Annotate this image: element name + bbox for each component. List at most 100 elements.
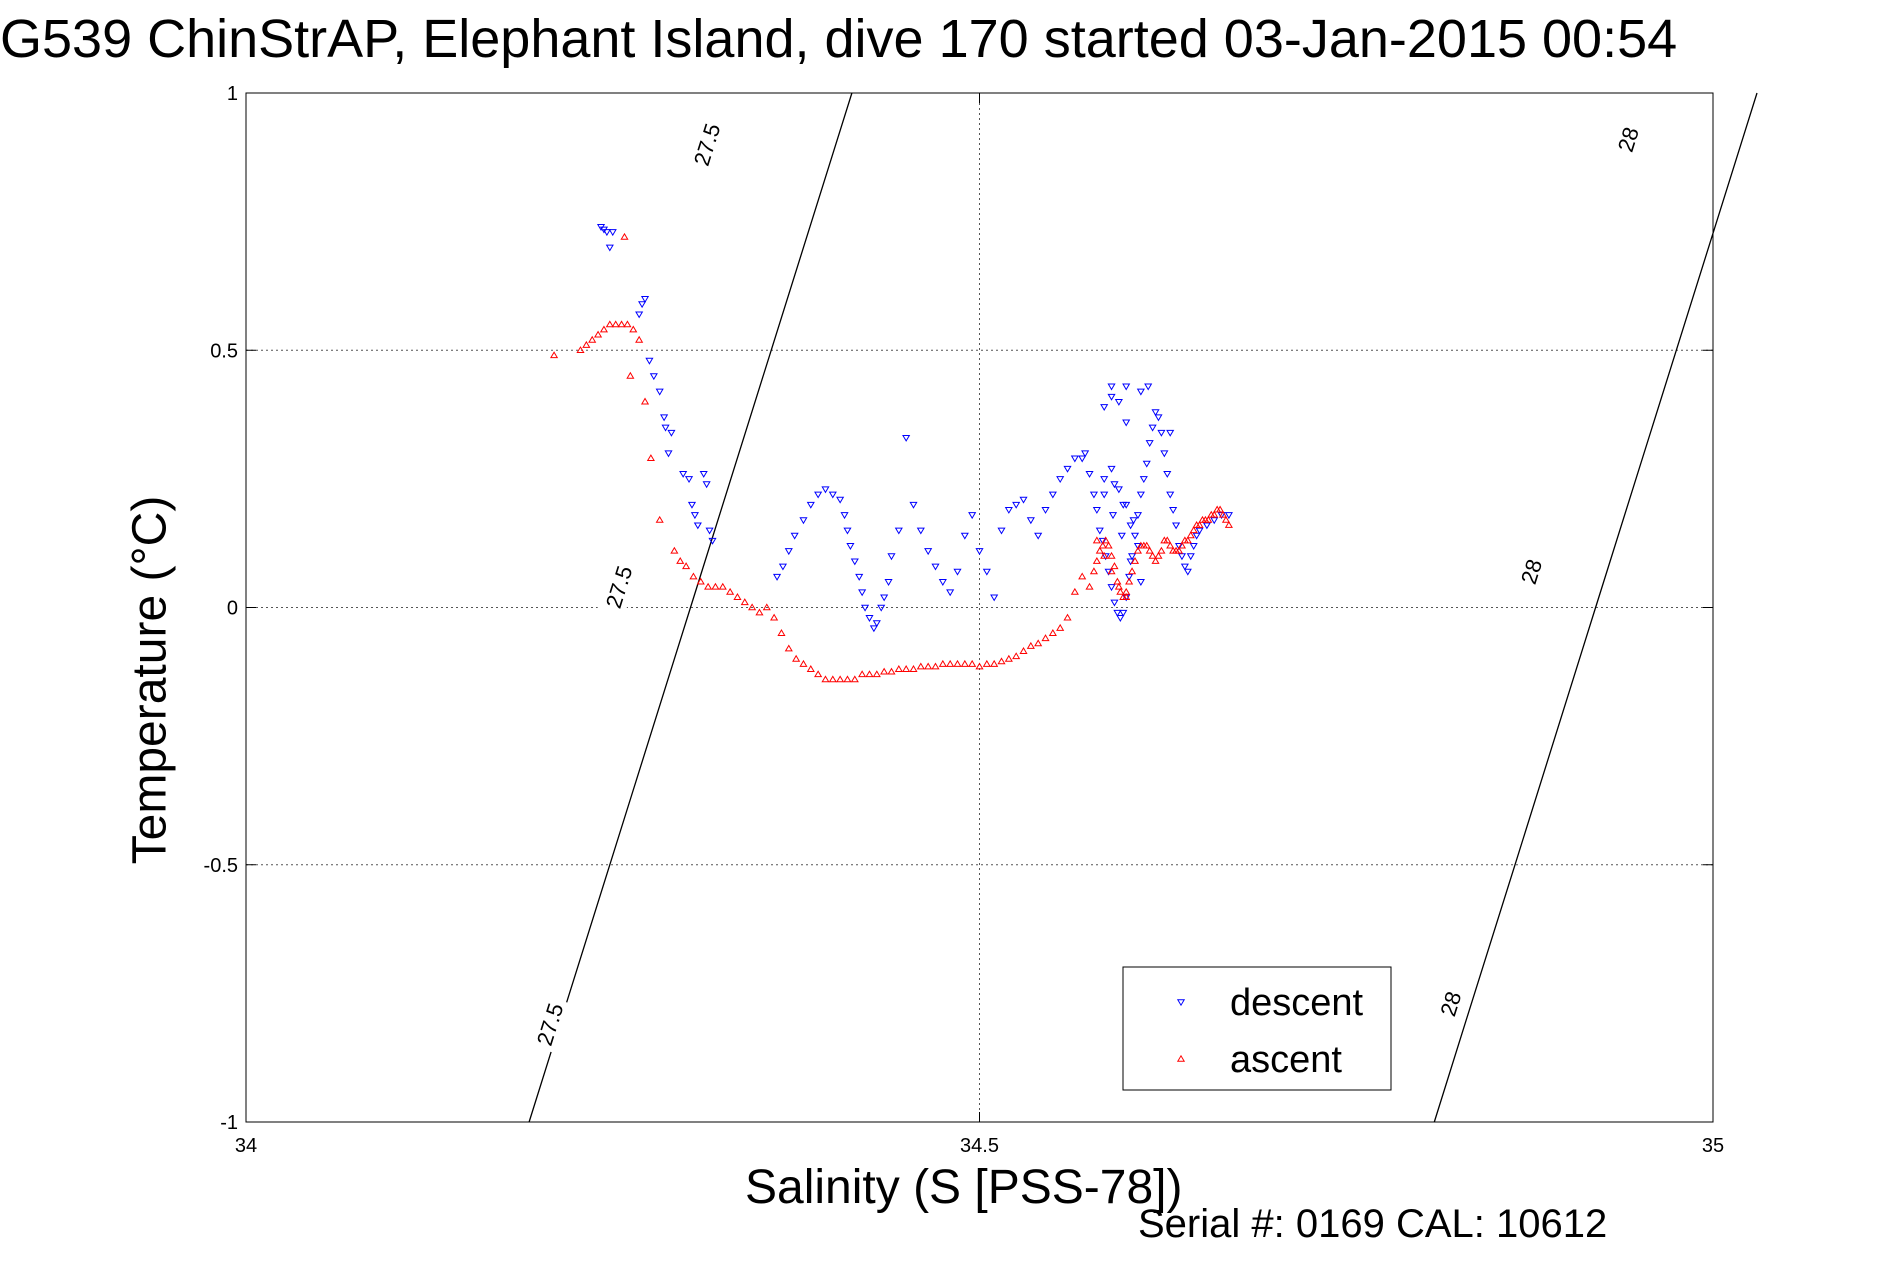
- ascent-point: [635, 335, 644, 343]
- ascent-point: [1224, 520, 1233, 528]
- descent-point: [1104, 568, 1113, 576]
- ascent-point: [1127, 567, 1137, 575]
- ascent-point: [623, 320, 632, 328]
- descent-point: [916, 527, 925, 535]
- ascent-point: [946, 659, 955, 667]
- ascent-point: [655, 515, 664, 523]
- descent-point: [1169, 507, 1178, 514]
- ascent-point: [1092, 557, 1101, 564]
- descent-point: [1154, 414, 1163, 422]
- contour-label-bg: [1509, 542, 1553, 601]
- descent-point: [938, 579, 947, 586]
- descent-point: [1163, 470, 1172, 478]
- descent-point: [806, 501, 815, 509]
- descent-point: [661, 424, 670, 432]
- ascent-point: [588, 335, 597, 343]
- ascent-point: [1104, 541, 1113, 549]
- ascent-point: [1048, 629, 1057, 636]
- ascent-point: [640, 397, 650, 405]
- descent-point: [1114, 486, 1123, 494]
- descent-point: [843, 527, 852, 535]
- descent-point: [679, 470, 688, 478]
- contour-label: 27.5: [532, 1000, 569, 1048]
- ascent-point: [938, 659, 947, 667]
- descent-point: [1126, 558, 1135, 566]
- descent-point: [931, 563, 940, 571]
- descent-point: [924, 548, 933, 556]
- ascent-point: [806, 665, 815, 672]
- contour-label-bg: [597, 557, 640, 616]
- ascent-point: [1056, 623, 1065, 631]
- descent-point: [1092, 507, 1101, 514]
- descent-point: [1139, 476, 1148, 484]
- ascent-point: [792, 654, 801, 662]
- ascent-point: [865, 670, 874, 678]
- descent-point: [784, 548, 793, 556]
- descent-point: [640, 296, 650, 303]
- descent-point: [1217, 512, 1226, 520]
- axes-layer: 34 34.5 35 -1 -0.5 0 0.5 1: [204, 83, 1725, 1157]
- descent-point: [1026, 517, 1035, 525]
- ascent-point: [770, 613, 779, 621]
- descent-point: [1100, 404, 1109, 412]
- x-tick-label: 34: [235, 1135, 257, 1157]
- legend-label-descent: descent: [1230, 982, 1364, 1024]
- ascent-point: [1026, 641, 1035, 649]
- descent-point: [1063, 465, 1072, 473]
- descent-point: [1136, 491, 1145, 499]
- descent-point: [960, 532, 969, 540]
- ascent-point: [916, 662, 925, 670]
- descent-point: [1081, 450, 1090, 458]
- ascent-point: [1089, 567, 1099, 575]
- descent-point: [1119, 609, 1128, 617]
- ascent-point: [670, 546, 679, 554]
- grid-layer: [246, 93, 1713, 1122]
- descent-point: [902, 434, 911, 442]
- descent-point: [655, 388, 664, 396]
- descent-point: [840, 512, 849, 520]
- descent-point: [1048, 491, 1057, 499]
- ascent-point: [1125, 577, 1134, 585]
- ascent-point: [1114, 582, 1123, 590]
- ascent-point: [1078, 572, 1087, 580]
- ascent-point: [902, 665, 911, 672]
- descent-point: [684, 476, 694, 484]
- ascent-point: [1034, 639, 1043, 647]
- contour-label: 27.5: [689, 120, 726, 168]
- descent-point: [887, 553, 896, 561]
- chart-title: G539 ChinStrAP, Elephant Island, dive 17…: [0, 9, 1678, 69]
- ascent-point: [843, 675, 852, 683]
- ascent-point: [682, 562, 691, 570]
- ascent-point: [1101, 536, 1110, 544]
- descent-point: [1127, 553, 1137, 561]
- ascent-point: [1122, 593, 1131, 600]
- ascent-point: [1019, 647, 1028, 654]
- descent-point: [1157, 429, 1166, 437]
- descent-point: [778, 563, 787, 571]
- ascent-point: [1210, 510, 1219, 518]
- ascent-point: [626, 371, 635, 379]
- contour-label-bg: [1606, 110, 1650, 169]
- ascent-point: [850, 675, 859, 683]
- ascent-point: [931, 662, 940, 670]
- descent-point: [850, 558, 859, 566]
- legend-marker-descent: [1176, 999, 1186, 1007]
- descent-point: [909, 501, 918, 509]
- ascent-point: [1012, 652, 1021, 660]
- ascent-point: [1095, 546, 1104, 554]
- contour-label-bg: [1429, 974, 1472, 1033]
- descent-point: [790, 532, 799, 540]
- descent-point: [869, 625, 878, 633]
- descent-point: [1192, 532, 1201, 540]
- ascent-point: [1166, 541, 1175, 549]
- descent-point: [982, 568, 991, 576]
- ascent-point: [1148, 551, 1157, 559]
- descent-point: [1085, 470, 1094, 478]
- descent-point: [1125, 573, 1134, 581]
- contour-label-bg: [685, 115, 728, 174]
- ascent-point: [733, 593, 742, 600]
- ascent-point: [676, 557, 685, 564]
- ascent-point: [594, 330, 603, 338]
- descent-point: [1114, 398, 1123, 406]
